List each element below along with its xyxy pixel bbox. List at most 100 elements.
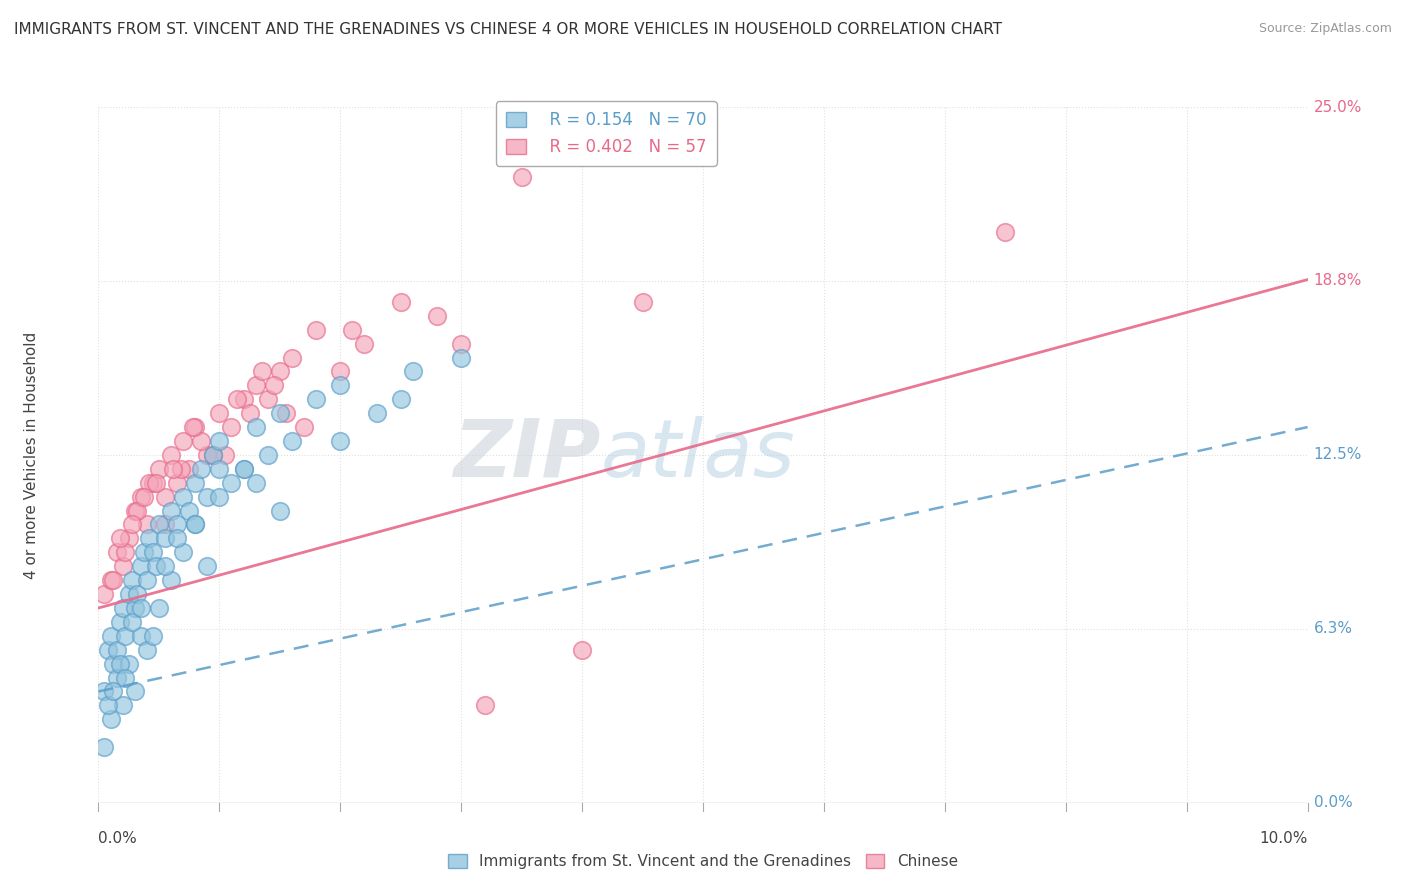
Point — [160, 503, 183, 517]
Point — [179, 462, 201, 476]
Text: 12.5%: 12.5% — [1313, 448, 1362, 462]
Point — [281, 351, 304, 365]
Point — [118, 657, 141, 671]
Text: 10.0%: 10.0% — [1260, 830, 1308, 846]
Point — [571, 642, 593, 657]
Point — [142, 475, 165, 490]
Point — [366, 406, 388, 420]
Point — [329, 364, 352, 378]
Point — [129, 559, 152, 574]
Point — [269, 406, 291, 420]
Point — [153, 532, 176, 546]
Text: atlas: atlas — [600, 416, 794, 494]
Point — [202, 448, 225, 462]
Text: Source: ZipAtlas.com: Source: ZipAtlas.com — [1258, 22, 1392, 36]
Text: 0.0%: 0.0% — [98, 830, 138, 846]
Text: 25.0%: 25.0% — [1313, 100, 1362, 114]
Point — [329, 434, 352, 448]
Point — [256, 448, 278, 462]
Point — [108, 657, 131, 671]
Point — [232, 462, 254, 476]
Point — [129, 629, 152, 643]
Point — [208, 490, 231, 504]
Point — [195, 490, 218, 504]
Point — [105, 671, 128, 685]
Point — [111, 698, 134, 713]
Point — [93, 587, 115, 601]
Point — [138, 532, 160, 546]
Point — [184, 517, 207, 532]
Point — [121, 573, 143, 587]
Point — [111, 601, 134, 615]
Point — [269, 503, 291, 517]
Text: 6.3%: 6.3% — [1313, 622, 1353, 636]
Point — [353, 336, 375, 351]
Point — [190, 462, 212, 476]
Point — [389, 294, 412, 309]
Point — [221, 475, 243, 490]
Point — [402, 364, 425, 378]
Point — [245, 378, 267, 392]
Point — [153, 517, 176, 532]
Point — [202, 448, 225, 462]
Point — [166, 532, 188, 546]
Point — [101, 684, 124, 698]
Point — [184, 517, 207, 532]
Point — [226, 392, 249, 407]
Point — [162, 462, 184, 476]
Point — [121, 517, 143, 532]
Point — [184, 420, 207, 434]
Point — [329, 378, 352, 392]
Point — [474, 698, 496, 713]
Text: ZIP: ZIP — [453, 416, 600, 494]
Point — [142, 545, 165, 559]
Point — [172, 434, 194, 448]
Point — [127, 587, 149, 601]
Point — [101, 573, 124, 587]
Point — [263, 378, 285, 392]
Point — [135, 642, 157, 657]
Point — [221, 420, 243, 434]
Point — [153, 559, 176, 574]
Point — [124, 601, 146, 615]
Point — [124, 684, 146, 698]
Point — [100, 629, 122, 643]
Point — [100, 712, 122, 726]
Point — [631, 294, 654, 309]
Text: 18.8%: 18.8% — [1313, 274, 1362, 288]
Point — [214, 448, 236, 462]
Point — [450, 336, 472, 351]
Point — [510, 169, 533, 184]
Point — [250, 364, 273, 378]
Point — [160, 573, 183, 587]
Point — [134, 545, 156, 559]
Point — [208, 434, 231, 448]
Point — [256, 392, 278, 407]
Point — [245, 475, 267, 490]
Text: 0.0%: 0.0% — [1313, 796, 1353, 810]
Point — [342, 323, 364, 337]
Point — [124, 503, 146, 517]
Point — [389, 392, 412, 407]
Point — [232, 462, 254, 476]
Point — [93, 684, 115, 698]
Point — [145, 559, 167, 574]
Point — [281, 434, 304, 448]
Point — [450, 351, 472, 365]
Legend: Immigrants from St. Vincent and the Grenadines, Chinese: Immigrants from St. Vincent and the Gren… — [441, 848, 965, 875]
Point — [148, 462, 170, 476]
Point — [166, 517, 188, 532]
Point — [129, 601, 152, 615]
Text: 4 or more Vehicles in Household: 4 or more Vehicles in Household — [24, 331, 39, 579]
Point — [135, 517, 157, 532]
Point — [114, 629, 136, 643]
Point — [190, 434, 212, 448]
Point — [129, 490, 152, 504]
Point — [195, 559, 218, 574]
Point — [134, 490, 156, 504]
Point — [111, 559, 134, 574]
Point — [184, 475, 207, 490]
Point — [208, 406, 231, 420]
Point — [138, 475, 160, 490]
Point — [108, 532, 131, 546]
